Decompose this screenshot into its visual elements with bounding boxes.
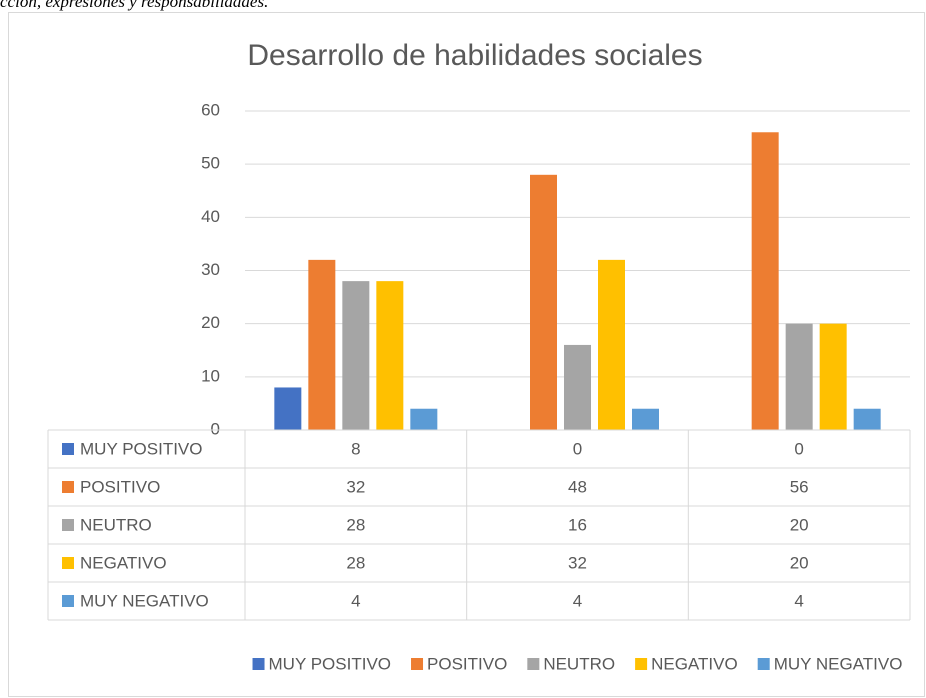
table-cell: 16 [568,515,587,534]
table-row-label: NEGATIVO [80,553,167,572]
legend-key [757,658,770,670]
table-cell: 32 [568,553,587,572]
legend-key [62,519,74,531]
table-row-label: NEUTRO [80,515,152,534]
bar [598,259,625,430]
table-row-label: POSITIVO [80,477,160,496]
table-cell: 0 [794,439,803,458]
y-tick-label: 20 [201,313,220,332]
chart-frame [8,12,925,697]
legend-key [62,443,74,455]
y-tick-label: 10 [201,366,220,385]
bar [410,408,438,430]
bar [308,259,336,430]
legend-key [62,557,74,569]
table-cell: 4 [351,591,360,610]
table-cell: 28 [346,515,365,534]
table-cell: 0 [573,439,582,458]
legend-label: NEGATIVO [651,654,738,673]
y-tick-label: 0 [211,419,220,438]
legend-label: POSITIVO [427,654,507,673]
bar [376,281,404,430]
bar [853,408,881,430]
legend-key [527,658,540,670]
bar [819,323,847,430]
bar [274,387,302,430]
bar [632,408,659,430]
chart-title: Desarrollo de habilidades sociales [247,39,702,72]
y-tick-label: 30 [201,260,220,279]
legend-key [62,481,74,493]
bar [785,323,813,430]
legend-label: MUY POSITIVO [269,654,392,673]
bar [564,344,591,430]
table-cell: 56 [790,477,809,496]
caption: cción, expresiones y responsabilidades. [0,0,268,11]
y-tick-label: 40 [201,207,220,226]
table-cell: 48 [568,477,587,496]
legend-key [635,658,648,670]
bar [530,174,557,430]
table-cell: 20 [790,515,809,534]
legend-key [411,658,424,670]
table-row-label: MUY POSITIVO [80,439,203,458]
table-row-label: MUY NEGATIVO [80,591,209,610]
table-cell: 20 [790,553,809,572]
legend-key [252,658,265,670]
table-cell: 32 [346,477,365,496]
bar [342,281,370,430]
y-tick-label: 50 [201,154,220,173]
table-cell: 8 [351,439,360,458]
y-tick-label: 60 [201,100,220,119]
bar [751,132,779,430]
legend-label: MUY NEGATIVO [774,654,903,673]
table-cell: 4 [573,591,582,610]
legend-label: NEUTRO [543,654,615,673]
table-cell: 4 [794,591,803,610]
legend-key [62,595,74,607]
table-cell: 28 [346,553,365,572]
